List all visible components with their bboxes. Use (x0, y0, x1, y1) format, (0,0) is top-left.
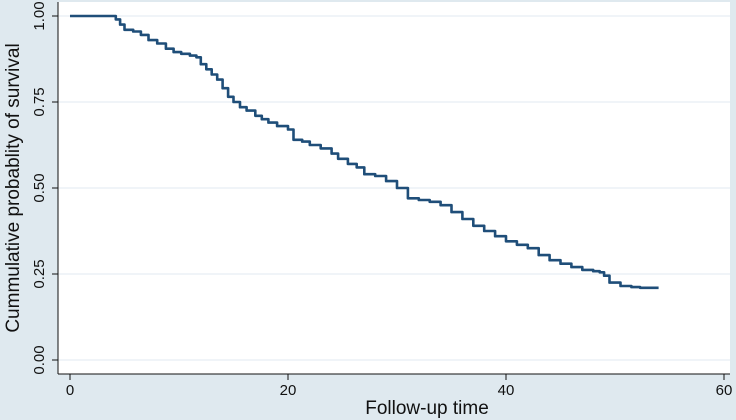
y-tick-label-0: 0.00 (31, 345, 48, 374)
y-tick-label-4: 1.00 (31, 1, 48, 30)
x-tick-label-2: 40 (498, 382, 515, 399)
y-tick-label-2: 0.50 (31, 173, 48, 202)
y-tick-label-1: 0.25 (31, 259, 48, 288)
x-ticks: 0 20 40 60 (66, 374, 733, 399)
gridlines (58, 15, 730, 361)
survival-curve (70, 14, 659, 290)
y-axis-title: Cummulative probablity of survival (3, 43, 24, 332)
x-tick-label-0: 0 (66, 382, 74, 399)
x-axis-title: Follow-up time (365, 398, 489, 419)
x-tick-label-1: 20 (280, 382, 297, 399)
y-tick-label-3: 0.75 (31, 87, 48, 116)
y-ticks: 0.00 0.25 0.50 0.75 1.00 (31, 1, 58, 375)
x-tick-label-3: 60 (716, 382, 733, 399)
